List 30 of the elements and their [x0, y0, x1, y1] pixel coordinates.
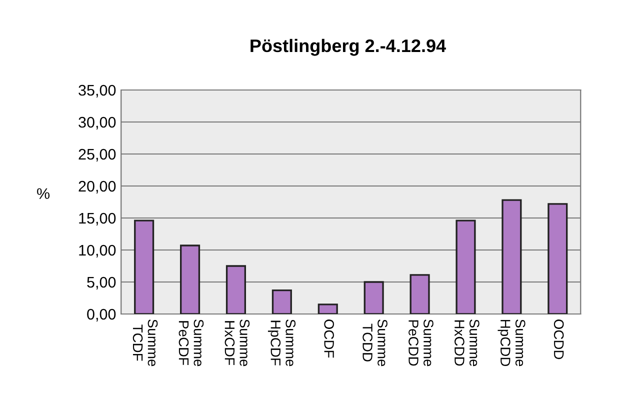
y-tick-label: 20,00: [78, 180, 116, 194]
x-tick-label: Summe TCDD: [362, 319, 388, 366]
y-tick-label: 10,00: [79, 244, 116, 258]
x-tick-label: Summe HpCDF: [268, 319, 296, 366]
bar: [318, 304, 338, 314]
chart-title: Pöstlingberg 2.-4.12.94: [250, 38, 446, 56]
bar: [134, 220, 154, 314]
bar: [272, 289, 292, 314]
bar: [410, 274, 430, 314]
x-tick-label: Summe HxCDF: [224, 319, 250, 366]
y-tick-label: 0,00: [87, 308, 116, 322]
bar: [180, 244, 200, 314]
x-tick-label: Summe TCDF: [132, 319, 158, 366]
x-tick-label: Summe PeCDD: [408, 319, 434, 366]
x-tick-label: Summe HxCDD: [454, 319, 480, 366]
y-axis-title: %: [37, 188, 50, 199]
y-tick-label: 30,00: [78, 116, 116, 130]
y-tick-label: 35,00: [78, 84, 116, 98]
bar: [226, 265, 246, 314]
y-tick-label: 25,00: [78, 148, 116, 162]
y-tick-label: 5,00: [87, 276, 116, 290]
bar: [364, 281, 384, 314]
x-tick-label: Summe PeCDF: [178, 319, 204, 366]
bar: [502, 199, 522, 314]
bar: [548, 203, 568, 314]
y-tick-label: 15,00: [79, 212, 116, 226]
x-tick-label: OCDF: [324, 320, 334, 358]
x-tick-label: OCDD: [554, 320, 564, 360]
bar: [456, 220, 476, 314]
x-tick-label: Summe HpCDD: [498, 319, 526, 366]
